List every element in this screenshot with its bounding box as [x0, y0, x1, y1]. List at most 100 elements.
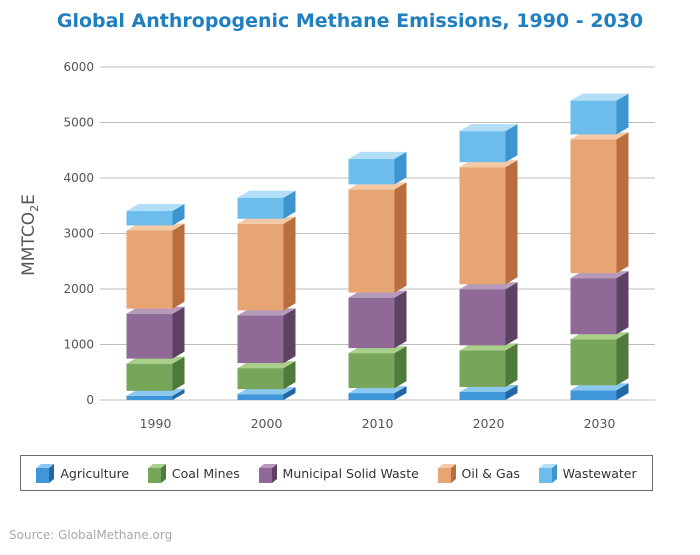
- bar-segment: [459, 160, 518, 285]
- bar-top: [459, 124, 518, 132]
- legend-label: Oil & Gas: [461, 465, 520, 481]
- legend-swatch: [258, 464, 277, 483]
- bar-front: [237, 394, 284, 400]
- source-note: Source: GlobalMethane.org: [9, 528, 173, 542]
- bar-side: [394, 151, 407, 185]
- bar-segment: [348, 151, 407, 185]
- bar-side: [394, 346, 407, 389]
- bar-segment: [459, 384, 518, 400]
- bar-segment: [459, 282, 518, 346]
- bar-front: [570, 278, 617, 335]
- bar-segment: [126, 356, 185, 391]
- chart-title: Global Anthropogenic Methane Emissions, …: [56, 10, 644, 32]
- x-tick-label: 2020: [473, 416, 505, 431]
- bar-segment: [348, 290, 407, 349]
- bar-segment: [237, 361, 296, 390]
- bar-side: [283, 387, 296, 400]
- legend-item: Municipal Solid Waste: [258, 463, 419, 483]
- legend-item: Coal Mines: [147, 463, 240, 483]
- y-tick-label: 2000: [63, 282, 94, 296]
- bar-side: [616, 383, 629, 400]
- bar-segment: [126, 306, 185, 359]
- bar-side: [172, 223, 185, 309]
- y-tick-label: 0: [86, 393, 94, 407]
- bar-front: [570, 339, 617, 386]
- bar-side: [283, 216, 296, 311]
- bar-segment: [570, 383, 629, 400]
- bar-side: [616, 132, 629, 274]
- x-tick-label: 2030: [584, 416, 616, 431]
- bar-segment: [126, 223, 185, 309]
- legend-item: Oil & Gas: [437, 463, 520, 483]
- bar-front: [459, 167, 506, 285]
- bar-segment: [570, 332, 629, 386]
- bar-segment: [348, 386, 407, 400]
- legend-label: Agriculture: [60, 465, 130, 481]
- bar-segment: [348, 182, 407, 293]
- y-tick-label: 1000: [63, 338, 94, 352]
- bar-side: [172, 306, 185, 359]
- bar-side: [505, 343, 518, 387]
- bar-segment: [237, 216, 296, 311]
- bar-top: [237, 190, 296, 198]
- bar-segment: [348, 346, 407, 389]
- bar-front: [459, 131, 506, 163]
- bar-front: [459, 350, 506, 387]
- bar-segment: [570, 271, 629, 335]
- bar-front: [348, 297, 395, 349]
- bar-side: [283, 361, 296, 390]
- y-tick-label: 5000: [63, 116, 94, 130]
- legend: Agriculture Coal Mines Municipal Solid Was…: [20, 455, 653, 491]
- bar-front: [459, 391, 506, 400]
- x-tick-label: 2000: [251, 416, 283, 431]
- bar-front: [459, 289, 506, 346]
- bar-segment: [237, 308, 296, 364]
- bar-top: [570, 93, 629, 101]
- legend-item: Wastewater: [538, 463, 637, 483]
- bar-side: [505, 160, 518, 285]
- bar-segment: [570, 93, 629, 135]
- legend-swatch: [437, 464, 456, 483]
- legend-item: Agriculture: [36, 463, 129, 483]
- bar-side: [505, 124, 518, 163]
- legend-swatch: [538, 464, 557, 483]
- bar-front: [126, 230, 173, 309]
- bar-segment: [237, 190, 296, 219]
- plot-area: 0 1000 2000 3000 4000 5000 6000 1990 2000 2010 202…: [63, 60, 655, 431]
- bar-side: [172, 356, 185, 391]
- bar-side: [505, 282, 518, 346]
- bar-side: [616, 271, 629, 335]
- bar-segment: [459, 343, 518, 387]
- y-tick-label: 3000: [63, 227, 94, 241]
- bar-front: [237, 315, 284, 364]
- bar-side: [394, 386, 407, 400]
- bar-side: [172, 388, 185, 400]
- legend-label: Wastewater: [562, 465, 637, 481]
- legend-label: Coal Mines: [171, 465, 240, 481]
- bar-side: [283, 308, 296, 364]
- bar-side: [283, 190, 296, 219]
- bar-top: [126, 204, 185, 212]
- bar-side: [616, 93, 629, 135]
- legend-swatch: [147, 464, 166, 483]
- x-tick-label: 1990: [140, 416, 172, 431]
- bar-front: [570, 139, 617, 274]
- bar-segment: [126, 204, 185, 226]
- bar-front: [348, 393, 395, 400]
- y-tick-label: 4000: [63, 171, 94, 185]
- bar-front: [237, 197, 284, 219]
- bar-front: [237, 223, 284, 311]
- legend-label: Municipal Solid Waste: [282, 465, 419, 481]
- bar-front: [126, 313, 173, 359]
- bar-side: [505, 384, 518, 400]
- bar-front: [126, 211, 173, 226]
- bar-top: [348, 151, 407, 159]
- bar-front: [126, 395, 173, 400]
- legend-swatch: [36, 464, 55, 483]
- bar-front: [348, 158, 395, 185]
- bar-side: [394, 182, 407, 293]
- bar-side: [616, 332, 629, 386]
- x-tick-label: 2010: [362, 416, 394, 431]
- bar-front: [126, 363, 173, 391]
- bar-front: [237, 368, 284, 390]
